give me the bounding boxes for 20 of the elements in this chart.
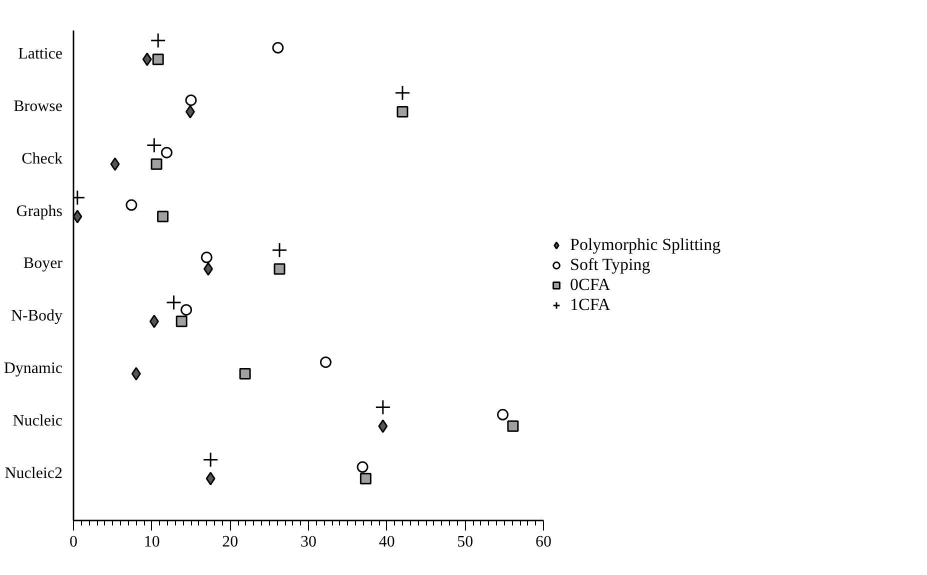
y-tick-label: Lattice xyxy=(18,46,63,63)
x-tick-label: 60 xyxy=(536,534,552,550)
y-tick-label: N-Body xyxy=(10,308,63,325)
x-tick-label: 20 xyxy=(222,534,238,550)
y-tick-label: Nucleic2 xyxy=(4,464,62,482)
y-tick-label: Nucleic xyxy=(12,412,62,430)
y-tick-label: Browse xyxy=(14,98,63,115)
legend-label: 1CFA xyxy=(570,295,610,315)
legend-label: 0CFA xyxy=(570,275,610,295)
y-tick-label: Graphs xyxy=(16,202,63,220)
legend-label: Soft Typing xyxy=(570,255,650,275)
legend-label: Polymorphic Splitting xyxy=(570,235,721,255)
x-tick-label: 50 xyxy=(457,534,474,550)
x-tick-label: 0 xyxy=(70,534,78,550)
x-tick-label: 30 xyxy=(300,534,316,550)
y-tick-label: Dynamic xyxy=(4,360,63,378)
y-tick-label: Boyer xyxy=(23,255,64,272)
x-tick-label: 10 xyxy=(144,534,160,550)
x-tick-label: 40 xyxy=(378,534,395,550)
y-tick-label: Check xyxy=(22,150,62,168)
